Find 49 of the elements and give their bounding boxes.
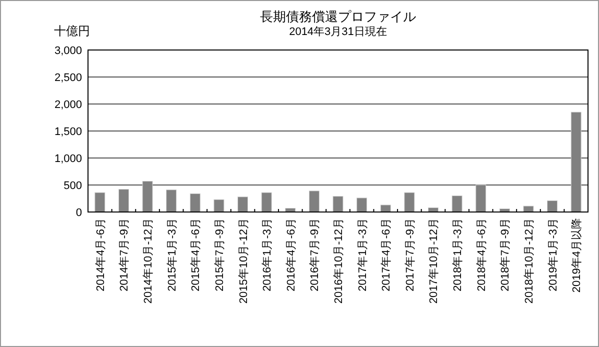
bar [356, 198, 368, 212]
bar [261, 192, 272, 212]
y-tick-label: 2,500 [54, 72, 82, 84]
x-tick-label: 2018年1月-3月 [452, 218, 464, 292]
y-tick-label: 500 [64, 180, 82, 192]
bar [118, 189, 129, 212]
bar [404, 192, 415, 212]
x-tick-label: 2015年10月-12月 [238, 218, 250, 304]
x-tick-label: 2017年1月-3月 [356, 218, 369, 292]
bar [190, 193, 200, 212]
bar [214, 199, 224, 212]
x-tick-label: 2014年4月-6月 [94, 218, 107, 292]
x-tick-label: 2018年7月-9月 [500, 218, 512, 292]
x-tick-label: 2017年4月-6月 [380, 218, 393, 292]
bar [452, 196, 462, 212]
bar [142, 180, 153, 212]
x-tick-label: 2018年10月-12月 [523, 218, 536, 304]
y-tick-label: 2,000 [54, 99, 82, 111]
chart-title: 長期債務償還プロファイル [260, 9, 416, 24]
bar [166, 190, 177, 212]
x-tick-label: 2015年4月-6月 [190, 218, 202, 292]
bar [94, 192, 106, 212]
y-tick-label: 1,500 [54, 126, 82, 138]
bar [238, 196, 248, 212]
y-tick-label: 3,000 [54, 45, 82, 57]
x-tick-label: 2017年7月-9月 [404, 218, 416, 292]
y-axis-title: 十億円 [54, 24, 90, 38]
bar [332, 196, 344, 212]
x-tick-label: 2016年7月-9月 [309, 218, 322, 292]
bar [476, 184, 486, 212]
x-tick-label: 2014年7月-9月 [118, 218, 131, 292]
bar [380, 204, 391, 212]
x-tick-label: 2016年4月-6月 [285, 218, 298, 292]
bar [570, 112, 582, 212]
x-tick-label: 2018年4月-6月 [476, 218, 488, 292]
x-tick-label: 2019年4月以降 [570, 218, 584, 293]
y-tick-label: 1,000 [54, 153, 82, 165]
x-tick-label: 2015年7月-9月 [214, 218, 226, 292]
bar [308, 190, 320, 212]
chart-subtitle: 2014年3月31日現在 [289, 26, 387, 38]
x-tick-label: 2016年10月-12月 [333, 218, 345, 304]
bar [547, 200, 558, 212]
bar [523, 206, 534, 212]
x-tick-label: 2019年1月-3月 [547, 218, 560, 292]
y-tick-label: 0 [76, 207, 82, 219]
x-tick-label: 2015年1月-3月 [166, 218, 178, 292]
x-tick-label: 2016年1月-3月 [262, 218, 274, 292]
x-tick-label: 2014年10月-12月 [142, 218, 155, 304]
x-tick-label: 2017年10月-12月 [428, 218, 440, 304]
